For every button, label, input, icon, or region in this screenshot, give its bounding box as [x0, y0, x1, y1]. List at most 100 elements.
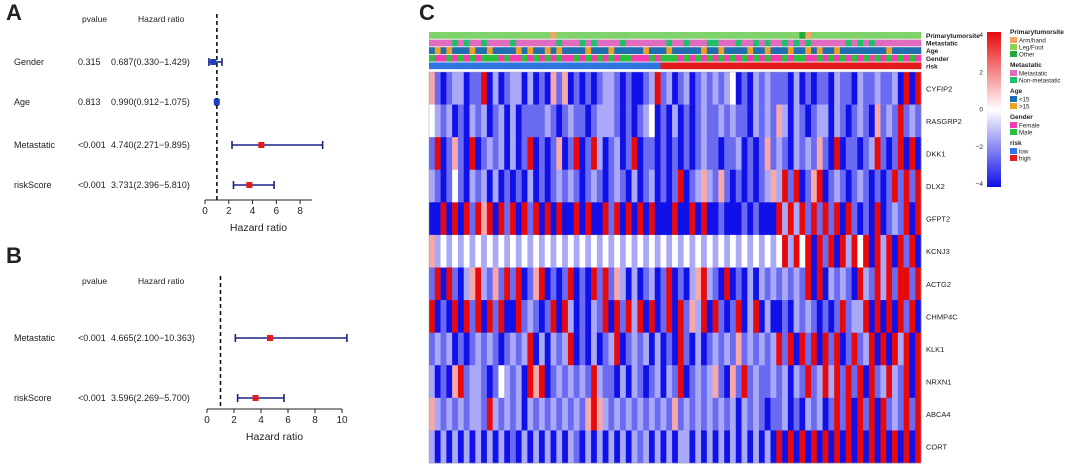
heatmap-cell	[533, 332, 540, 366]
annotation-cell	[845, 47, 852, 54]
heatmap-cell	[625, 332, 632, 366]
legend-label: Metastatic	[1019, 71, 1047, 78]
heatmap-cell	[492, 234, 499, 268]
annotation-cell	[753, 54, 760, 62]
annotation-cell	[620, 47, 627, 54]
heatmap-cell	[585, 169, 592, 203]
annotation-cell	[591, 39, 598, 47]
heatmap-cell	[544, 430, 551, 464]
heatmap-cell	[822, 332, 829, 366]
heatmap-cell	[839, 267, 847, 301]
heatmap-cell	[776, 234, 783, 268]
heatmap-cell	[492, 332, 499, 366]
heatmap-cell	[429, 234, 436, 268]
annotation-cell	[492, 62, 499, 70]
annotation-cell	[753, 39, 760, 47]
annotation-cell	[510, 62, 517, 70]
heatmap-cell	[839, 300, 847, 333]
heatmap-cell	[828, 430, 835, 464]
heatmap-cell	[857, 202, 864, 236]
heatmap-cell	[701, 267, 708, 301]
heatmap-cell	[602, 397, 609, 431]
heatmap-cell	[510, 267, 517, 301]
annotation-cell	[648, 54, 656, 62]
heatmap-cell	[533, 365, 540, 399]
heatmap-cell	[556, 300, 563, 333]
heatmap-cell	[579, 104, 586, 138]
heatmap-cell	[631, 332, 638, 366]
row-pvalue: <0.001	[78, 333, 106, 343]
heatmap-cell	[839, 430, 847, 464]
annotation-cell	[596, 32, 603, 39]
annotation-cell	[764, 62, 771, 70]
heatmap-cell	[550, 104, 557, 138]
heatmap-cell	[701, 365, 708, 399]
heatmap-cell	[880, 267, 887, 301]
heatmap-cell	[544, 137, 551, 171]
heatmap-cell	[446, 169, 453, 203]
annotation-cell	[903, 32, 910, 39]
heatmap-cell	[729, 169, 737, 203]
heatmap-cell	[654, 169, 661, 203]
heatmap-cell	[579, 72, 586, 105]
heatmap-cell	[874, 332, 881, 366]
heatmap-cell	[515, 104, 522, 138]
annotation-cell	[868, 39, 875, 47]
heatmap-cell	[440, 104, 447, 138]
annotation-cell	[909, 47, 916, 54]
annotation-cell	[897, 32, 904, 39]
heatmap-cell	[573, 300, 580, 333]
annotation-cell	[544, 39, 551, 47]
heatmap-cell	[741, 169, 748, 203]
heatmap-cell	[602, 72, 609, 105]
heatmap-cell	[834, 104, 841, 138]
heatmap-cell	[585, 430, 592, 464]
annotation-cell	[492, 39, 499, 47]
heatmap-cell	[886, 430, 893, 464]
heatmap-cell	[591, 137, 598, 171]
annotation-cell	[527, 39, 534, 47]
hr-point	[246, 182, 253, 188]
heatmap-cell	[544, 365, 551, 399]
annotation-cell	[782, 62, 789, 70]
heatmap-cell	[573, 169, 580, 203]
heatmap-cell	[839, 234, 847, 268]
annotation-cell	[793, 62, 800, 70]
heatmap-cell	[475, 397, 482, 431]
heatmap-cell	[793, 104, 800, 138]
annotation-cell	[434, 39, 441, 47]
heatmap-cell	[648, 137, 656, 171]
heatmap-cell	[440, 137, 447, 171]
heatmap-cell	[498, 137, 505, 171]
annotation-cell	[701, 54, 708, 62]
heatmap-cell	[521, 267, 528, 301]
heatmap-cell	[868, 234, 875, 268]
heatmap-cell	[527, 104, 534, 138]
heatmap-cell	[510, 72, 517, 105]
heatmap-cell	[845, 332, 852, 366]
heatmap-cell	[486, 234, 493, 268]
heatmap-cell	[452, 430, 459, 464]
heatmap-cell	[863, 332, 870, 366]
heatmap-cell	[729, 332, 737, 366]
annotation-cell	[689, 32, 696, 39]
heatmap-cell	[562, 332, 569, 366]
heatmap-cell	[602, 169, 609, 203]
heatmap-cell	[620, 202, 627, 236]
annotation-cell	[434, 47, 441, 54]
annotation-cell	[747, 39, 754, 47]
heatmap-cell	[793, 267, 800, 301]
heatmap-cell	[463, 267, 470, 301]
heatmap-cell	[695, 430, 702, 464]
heatmap-cell	[683, 397, 690, 431]
annotation-cell	[567, 54, 575, 62]
heatmap-cell	[805, 72, 812, 105]
annotation-cell	[735, 54, 742, 62]
heatmap-cell	[677, 137, 684, 171]
heatmap-cell	[718, 430, 725, 464]
heatmap-cell	[776, 430, 783, 464]
heatmap-cell	[643, 169, 650, 203]
annotation-cell	[834, 54, 841, 62]
heatmap-cell	[434, 397, 441, 431]
heatmap-cell	[637, 267, 644, 301]
